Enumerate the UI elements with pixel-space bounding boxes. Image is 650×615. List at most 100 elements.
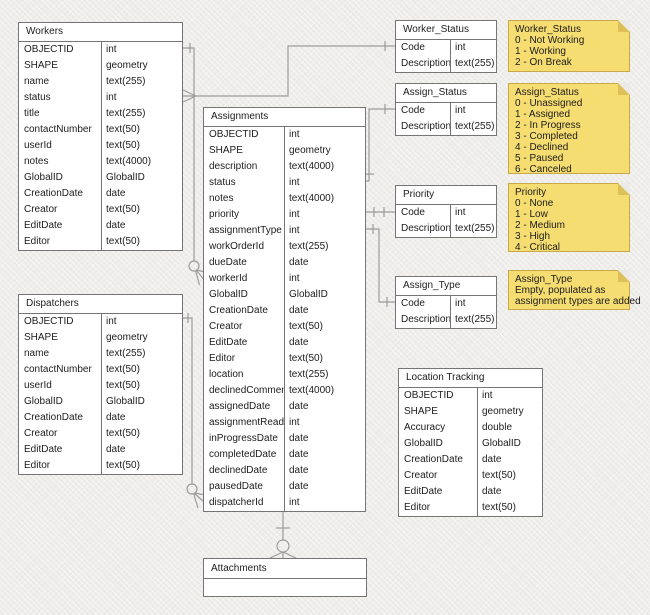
note-line: 3 - Completed xyxy=(515,131,578,142)
table-workers-fields: OBJECTID int SHAPE geometry name text(255) sta… xyxy=(19,42,182,250)
note-title: Assign_Status xyxy=(515,87,579,98)
field-type: text(50) xyxy=(101,202,182,218)
field-type: text(50) xyxy=(101,458,182,474)
note-line: 2 - Medium xyxy=(515,220,566,231)
field-type: text(255) xyxy=(101,346,182,362)
field-type: text(50) xyxy=(101,426,182,442)
field-name: OBJECTID xyxy=(24,44,74,55)
table-dispatchers-title: Dispatchers xyxy=(19,295,182,314)
field-name: GlobalID xyxy=(24,172,63,183)
field-name: OBJECTID xyxy=(209,129,259,140)
note-worker-status: Worker_Status 0 - Not Working 1 - Working… xyxy=(508,20,630,72)
field-type: int xyxy=(101,90,182,106)
table-assign-type-fields: Code int Description text(255) xyxy=(396,296,496,328)
field-name: notes xyxy=(209,193,234,204)
field-name: status xyxy=(24,92,51,103)
note-lines: 0 - None 1 - Low 2 - Medium 3 - High 4 - Cri… xyxy=(515,198,623,253)
field-type: text(50) xyxy=(101,138,182,154)
field-name: Code xyxy=(401,298,425,309)
field-name: Code xyxy=(401,105,425,116)
note-line: Empty, populated as xyxy=(515,285,606,296)
field-type: text(50) xyxy=(477,500,542,516)
field-name: EditDate xyxy=(24,220,63,231)
note-assign-type: Assign_Type Empty, populated as assignmen… xyxy=(508,270,641,310)
field-type: date xyxy=(284,335,365,351)
note-line: 0 - Not Working xyxy=(515,35,585,46)
field-name: Editor xyxy=(24,236,51,247)
field-name: Editor xyxy=(24,460,51,471)
table-attachments-title: Attachments xyxy=(204,559,366,579)
field-type: GlobalID xyxy=(101,170,182,186)
table-dispatchers: Dispatchers OBJECTID int SHAPE geometry name… xyxy=(18,294,183,475)
connector-workers-assignments xyxy=(183,43,204,286)
field-name: GlobalID xyxy=(24,396,63,407)
field-type: text(255) xyxy=(450,221,496,237)
field-type: int xyxy=(284,175,365,191)
field-type: date xyxy=(284,431,365,447)
note-line: 2 - On Break xyxy=(515,57,572,68)
note-line: 0 - None xyxy=(515,198,554,209)
field-name: assignedDate xyxy=(209,401,271,412)
field-name: priority xyxy=(209,209,240,220)
field-type: date xyxy=(284,399,365,415)
field-name: userId xyxy=(24,380,52,391)
field-name: Accuracy xyxy=(404,422,446,433)
field-type: int xyxy=(450,103,496,119)
note-line: 3 - High xyxy=(515,231,551,242)
field-type: int xyxy=(101,42,182,58)
field-name: SHAPE xyxy=(24,60,58,71)
field-name: GlobalID xyxy=(404,438,443,449)
connector-assigntype-assignments xyxy=(366,224,395,307)
field-type: date xyxy=(284,479,365,495)
note-line: 5 - Paused xyxy=(515,153,564,164)
field-type: int xyxy=(284,223,365,239)
note-lines: Empty, populated as assignment types are … xyxy=(515,285,641,307)
field-type: date xyxy=(101,218,182,234)
field-name: SHAPE xyxy=(209,145,243,156)
field-name: Code xyxy=(401,207,425,218)
field-type: date xyxy=(477,484,542,500)
note-line: 6 - Canceled xyxy=(515,164,572,175)
field-type: int xyxy=(284,127,365,143)
field-name: Editor xyxy=(404,502,431,513)
field-name: EditDate xyxy=(404,486,443,497)
table-workers-title: Workers xyxy=(19,23,182,42)
table-assign-status-title: Assign_Status xyxy=(396,84,496,103)
table-dispatchers-fields: OBJECTID int SHAPE geometry name text(255) con… xyxy=(19,314,182,474)
table-attachments-empty-body xyxy=(204,579,366,596)
field-type: text(50) xyxy=(101,234,182,250)
table-worker-status: Worker_Status Code int Description text(255… xyxy=(395,20,497,73)
field-name: workerId xyxy=(209,273,248,284)
field-name: description xyxy=(209,161,258,172)
field-name: EditDate xyxy=(24,444,63,455)
field-name: Description xyxy=(401,58,450,69)
field-type: date xyxy=(284,303,365,319)
table-workers: Workers OBJECTID int SHAPE geometry name text… xyxy=(18,22,183,251)
field-type: int xyxy=(450,296,496,312)
field-name: Creator xyxy=(209,321,243,332)
field-type: date xyxy=(101,410,182,426)
field-type: GlobalID xyxy=(284,287,365,303)
field-name: name xyxy=(24,76,50,87)
note-title: Assign_Type xyxy=(515,274,573,285)
field-type: GlobalID xyxy=(477,436,542,452)
field-name: GlobalID xyxy=(209,289,248,300)
field-name: CreationDate xyxy=(404,454,463,465)
field-name: Description xyxy=(401,121,450,132)
field-name: Creator xyxy=(404,470,438,481)
field-name: Editor xyxy=(209,353,236,364)
connector-dispatchers-assignments xyxy=(183,313,204,509)
field-name: userId xyxy=(24,140,52,151)
note-line: 0 - Unassigned xyxy=(515,98,583,109)
field-name: declinedDate xyxy=(209,465,268,476)
field-name: CreationDate xyxy=(24,188,83,199)
field-type: date xyxy=(101,442,182,458)
field-type: int xyxy=(450,40,496,56)
field-type: geometry xyxy=(284,143,365,159)
field-type: int xyxy=(284,271,365,287)
field-type: text(4000) xyxy=(284,383,365,399)
field-name: Creator xyxy=(24,204,58,215)
field-name: CreationDate xyxy=(24,412,83,423)
note-line: 2 - In Progress xyxy=(515,120,581,131)
field-name: declinedComment xyxy=(209,385,284,396)
